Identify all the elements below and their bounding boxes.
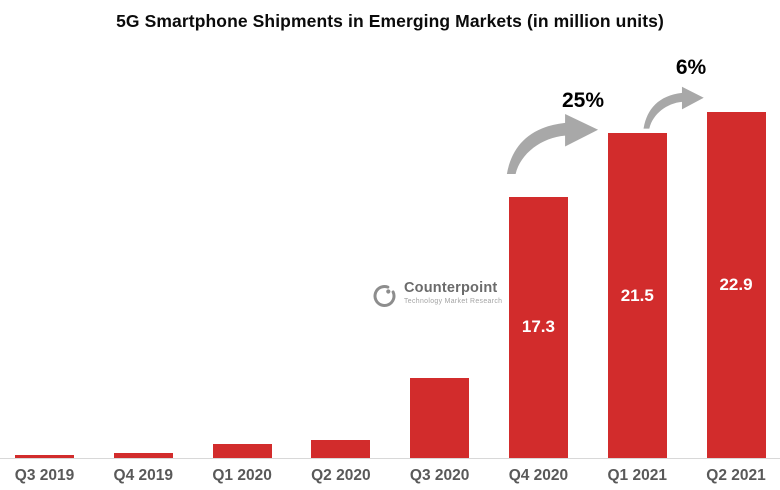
growth-arrow-icon [506, 113, 599, 175]
x-tick-label: Q2 2020 [311, 467, 371, 484]
x-tick-label: Q3 2020 [409, 467, 470, 484]
counterpoint-logo-icon [373, 285, 396, 307]
watermark: Counterpoint Technology Market Research [371, 280, 503, 309]
chart-title: 5G Smartphone Shipments in Emerging Mark… [116, 11, 664, 31]
bar-value-label: 17.3 [521, 317, 555, 337]
bar-q1-2020 [212, 444, 272, 458]
growth-percent-label-q1-2021-to-q2-2021: 6% [675, 56, 707, 79]
watermark-text: Counterpoint Technology Market Research [404, 280, 503, 306]
bar-q3-2019 [15, 454, 74, 458]
x-tick-label: Q1 2021 [607, 467, 667, 484]
bar-q4-2020 [508, 196, 568, 458]
bar-q2-2020 [311, 439, 371, 458]
x-tick-label: Q4 2020 [508, 467, 569, 484]
x-tick-label: Q4 2019 [113, 467, 174, 484]
growth-arrow-icon [643, 86, 704, 129]
bar-q3-2020 [410, 377, 470, 458]
x-tick-label: Q1 2020 [212, 467, 272, 484]
bar-q1-2021 [607, 133, 667, 458]
growth-percent-label-q4-2020-to-q1-2021: 25% [561, 89, 605, 112]
x-axis-line [0, 458, 780, 459]
watermark-tagline: Technology Market Research [404, 298, 503, 306]
bar-q2-2021 [706, 112, 766, 458]
bar-value-label: 22.9 [719, 275, 753, 295]
watermark-brand: Counterpoint [404, 280, 498, 296]
bar-value-label: 21.5 [620, 285, 654, 305]
bar-q4-2019 [113, 453, 173, 458]
x-tick-label: Q2 2021 [706, 467, 766, 484]
x-tick-label: Q3 2019 [14, 467, 75, 484]
